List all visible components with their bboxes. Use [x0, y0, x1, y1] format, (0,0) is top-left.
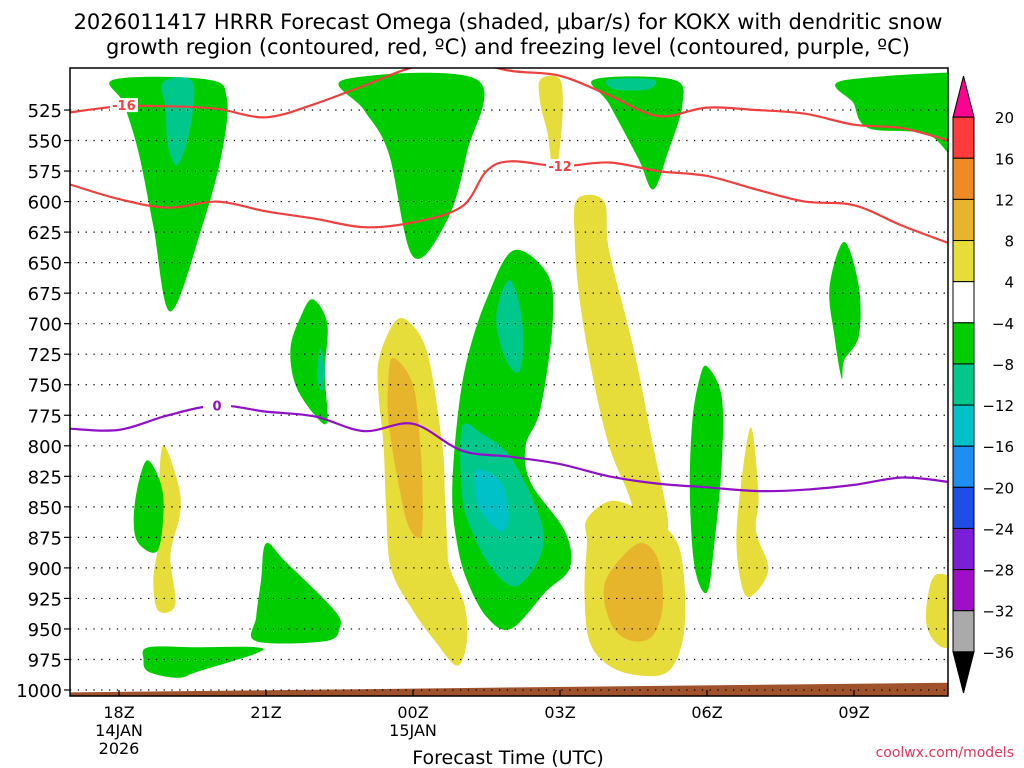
x-tick-label-21Z: 21Z [250, 703, 281, 722]
y-tick-label-650: 650 [28, 254, 62, 275]
contour-label-bg-0 [109, 98, 138, 113]
colorbar-label-11: −28 [982, 562, 1014, 580]
omega-region-0 [109, 76, 228, 312]
y-tick-label-725: 725 [28, 345, 62, 366]
y-tick-label-600: 600 [28, 193, 62, 214]
contour-label-2: 0 [212, 399, 221, 414]
omega-region-21 [142, 646, 264, 678]
colorbar-label-3: 8 [1004, 233, 1014, 251]
omega-region-16 [290, 299, 328, 425]
x-axis-title: Forecast Time (UTC) [412, 747, 603, 768]
contour-label-1: -12 [548, 160, 572, 175]
y-tick-label-800: 800 [28, 437, 62, 458]
omega-region-22 [689, 365, 724, 594]
omega-region-25 [925, 573, 948, 649]
y-tick-label-925: 925 [28, 589, 62, 610]
colorbar-label-5: −4 [992, 315, 1014, 333]
omega-region-17 [317, 347, 325, 392]
x-tick-label-00Z: 00Z [397, 703, 428, 722]
colorbar-label-7: −12 [982, 397, 1014, 415]
contour-label-bg-1 [546, 159, 574, 174]
plot-frame [69, 67, 949, 697]
colorbar-label-9: −20 [982, 479, 1014, 497]
y-tick-label-775: 775 [28, 406, 62, 427]
colorbar-box-10 [952, 486, 975, 529]
contour-label-0: -16 [112, 99, 136, 114]
omega-region-7 [573, 194, 669, 568]
colorbar-label-6: −8 [992, 356, 1014, 374]
colorbar-label-0: 20 [995, 109, 1014, 127]
colorbar-label-4: 4 [1004, 274, 1014, 292]
y-tick-label-825: 825 [28, 467, 62, 488]
x-tick-label-09Z: 09Z [838, 703, 869, 722]
colorbar-box-4 [952, 240, 975, 283]
chart-title-line1: 2026011417 HRRR Forecast Omega (shaded, … [74, 10, 943, 34]
omega-region-11 [496, 280, 524, 373]
omega-region-24 [829, 241, 861, 380]
x-tick-year-18Z: 2026 [99, 739, 140, 758]
y-tick-label-625: 625 [28, 223, 62, 244]
colorbar-label-12: −32 [982, 603, 1014, 621]
colorbar-label-13: −36 [982, 644, 1014, 662]
y-tick-label-950: 950 [28, 620, 62, 641]
colorbar-label-2: 12 [995, 191, 1014, 209]
x-tick-date-18Z: 14JAN [95, 721, 143, 740]
colorbar-box-9 [952, 445, 975, 488]
plot-area: -16 -12 0 [69, 67, 949, 697]
colorbar-cap-top [952, 75, 975, 118]
y-tick-label-575: 575 [28, 162, 62, 183]
omega-region-1 [161, 77, 195, 166]
colorbar-label-8: −16 [982, 438, 1014, 456]
y-axis: 525 550 575 600 625 650 675 700 725 750 775 800 825 8… [16, 101, 70, 702]
x-tick-date-00Z: 15JAN [389, 721, 437, 740]
omega-region-13 [474, 469, 509, 532]
omega-region-23 [736, 427, 769, 598]
y-tick-label-525: 525 [28, 101, 62, 122]
contour-line-1 [70, 160, 948, 245]
colorbar-box-7 [952, 363, 975, 406]
colorbar-box-3 [952, 198, 975, 242]
y-tick-label-850: 850 [28, 498, 62, 519]
omega-shading [109, 72, 948, 678]
y-tick-label-675: 675 [28, 284, 62, 305]
y-tick-label-900: 900 [28, 559, 62, 580]
colorbar-box-11 [952, 527, 975, 571]
omega-region-15 [387, 357, 423, 539]
colorbar-box-2 [952, 157, 975, 200]
y-tick-label-750: 750 [28, 376, 62, 397]
contours: -16 -12 0 [70, 68, 948, 493]
y-tick-label-1000: 1000 [16, 681, 62, 702]
omega-region-6 [835, 72, 948, 153]
x-tick-label-06Z: 06Z [691, 703, 722, 722]
omega-region-5 [605, 78, 657, 91]
colorbar-cap-bottom [952, 651, 975, 694]
terrain-fill [70, 682, 948, 696]
colorbar-label-1: 16 [995, 150, 1014, 168]
colorbar-box-13 [952, 610, 975, 653]
colorbar-box-5 [952, 281, 975, 324]
x-tick-label-18Z: 18Z [103, 703, 134, 722]
chart-title-line2: growth region (contoured, red, ºC) and f… [106, 35, 910, 59]
colorbar-box-12 [952, 569, 975, 612]
colorbar-box-8 [952, 404, 975, 447]
colorbar: 20 16 12 8 4 −4 −8 −12 −16 −20 −24 −28 −32 −36 [952, 75, 1014, 694]
y-tick-label-875: 875 [28, 528, 62, 549]
colorbar-box-6 [952, 322, 975, 365]
y-tick-label-975: 975 [28, 650, 62, 671]
omega-region-3 [538, 75, 563, 174]
colorbar-box-1 [952, 116, 975, 159]
y-tick-label-700: 700 [28, 315, 62, 336]
contour-label-bg-2 [203, 398, 231, 413]
y-tick-label-550: 550 [28, 132, 62, 153]
omega-region-4 [591, 76, 684, 190]
credit-text: coolwx.com/models [876, 745, 1014, 761]
contour-line-0 [70, 68, 948, 142]
colorbar-label-10: −24 [982, 520, 1014, 538]
x-tick-label-03Z: 03Z [544, 703, 575, 722]
